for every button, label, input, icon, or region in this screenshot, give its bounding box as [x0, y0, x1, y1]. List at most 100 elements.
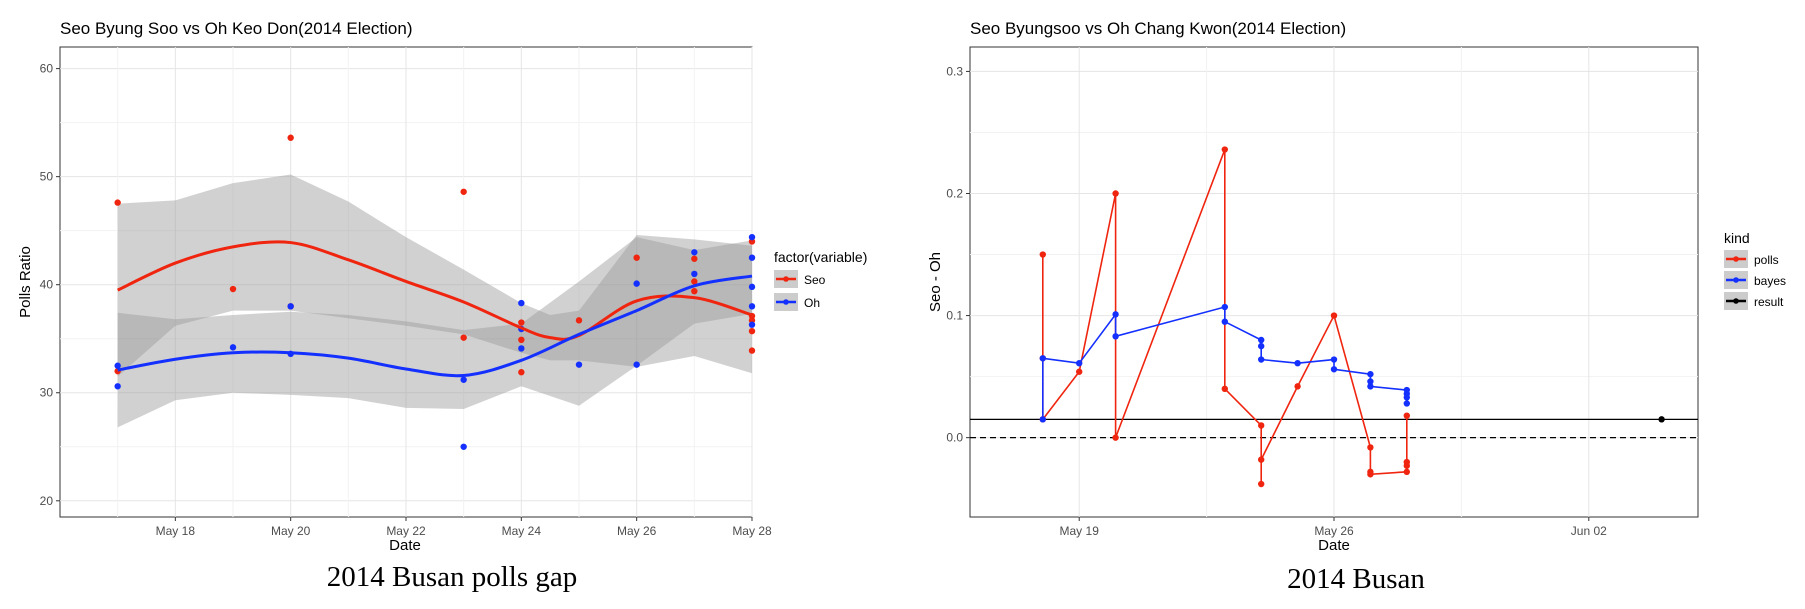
- x-tick-label: May 26: [1314, 524, 1354, 538]
- point-oh: [575, 361, 583, 368]
- point-seo: [748, 347, 756, 354]
- chart-right-x-axis-label: Date: [1318, 537, 1350, 554]
- point-bayes: [1221, 318, 1229, 325]
- point-seo: [518, 319, 525, 326]
- x-tick-label: May 22: [386, 524, 426, 538]
- caption-left: 2014 Busan polls gap: [327, 561, 578, 593]
- x-tick-label: May 24: [502, 524, 542, 538]
- point-polls: [1221, 146, 1229, 153]
- point-bayes: [1403, 400, 1411, 407]
- point-polls: [1294, 383, 1301, 390]
- point-bayes: [1258, 342, 1265, 350]
- point-seo: [748, 327, 756, 335]
- point-polls: [1258, 422, 1265, 429]
- point-bayes: [1367, 370, 1374, 378]
- point-seo: [229, 285, 237, 293]
- point-oh: [633, 280, 640, 287]
- point-oh: [460, 376, 467, 383]
- point-seo: [633, 254, 640, 261]
- point-polls: [1221, 385, 1229, 393]
- point-oh: [633, 361, 640, 368]
- legend-right-label-polls: polls: [1754, 253, 1779, 267]
- x-tick-label: May 28: [732, 524, 772, 538]
- point-oh: [748, 283, 756, 291]
- point-polls: [1330, 312, 1338, 319]
- point-seo: [691, 278, 698, 285]
- point-seo: [575, 317, 583, 324]
- chart-right-series-lines: [1042, 149, 1408, 485]
- point-polls: [1112, 434, 1119, 441]
- point-polls: [1403, 468, 1411, 476]
- caption-right: 2014 Busan: [1287, 563, 1425, 595]
- point-polls: [1076, 368, 1083, 375]
- y-tick-label: 0.1: [946, 309, 963, 323]
- point-seo: [691, 255, 698, 262]
- legend-left-label-oh: Oh: [804, 296, 820, 310]
- x-tick-label: May 18: [156, 524, 196, 538]
- chart-right-points: [1039, 146, 1665, 488]
- chart-right-y-ticks: 0.0 0.1 0.2 0.3: [946, 64, 970, 445]
- chart-right-grid: [970, 47, 1698, 517]
- legend-right-title: kind: [1724, 230, 1750, 246]
- chart-left-y-ticks: 20 30 40 50 60: [40, 62, 60, 508]
- legend-left-dot-oh: [783, 299, 789, 305]
- point-bayes: [1367, 378, 1374, 385]
- legend-right-label-result: result: [1754, 295, 1784, 309]
- point-seo: [518, 336, 525, 344]
- chart-left-x-axis-label: Date: [389, 537, 421, 554]
- point-polls: [1403, 458, 1411, 466]
- chart-right-title: Seo Byungsoo vs Oh Chang Kwon(2014 Elect…: [970, 19, 1346, 38]
- chart-left: Seo Byung Soo vs Oh Keo Don(2014 Electio…: [17, 19, 867, 593]
- x-tick-label: May 19: [1060, 524, 1100, 538]
- legend-left-dot-seo: [783, 276, 789, 282]
- confidence-band-oh: [117, 237, 752, 428]
- point-bayes: [1258, 356, 1265, 363]
- x-tick-label: May 26: [617, 524, 657, 538]
- legend-left-label-seo: Seo: [804, 273, 826, 287]
- y-tick-label: 0.3: [946, 64, 963, 78]
- point-bayes: [1112, 311, 1119, 318]
- point-oh: [287, 303, 294, 310]
- point-polls: [1258, 456, 1265, 463]
- y-tick-label: 30: [40, 386, 54, 400]
- chart-left-title: Seo Byung Soo vs Oh Keo Don(2014 Electio…: [60, 19, 413, 38]
- smooth-line-seo: [117, 240, 753, 341]
- point-oh: [114, 362, 121, 369]
- chart-left-legend: factor(variable) Seo Oh: [774, 249, 867, 311]
- chart-right-reference-lines: [970, 418, 1698, 439]
- point-result: [1658, 416, 1665, 423]
- chart-right-x-ticks: May 19 May 26 Jun 02: [1060, 517, 1607, 538]
- point-bayes: [1258, 336, 1265, 344]
- point-oh: [460, 443, 467, 450]
- chart-left-smooth-lines: [117, 240, 753, 378]
- point-bayes: [1112, 333, 1119, 340]
- y-tick-label: 50: [40, 170, 54, 184]
- legend-right-label-bayes: bayes: [1754, 274, 1786, 288]
- point-polls: [1367, 471, 1374, 478]
- point-seo: [460, 188, 467, 195]
- x-tick-label: Jun 02: [1571, 524, 1607, 538]
- point-bayes: [1330, 366, 1338, 373]
- legend-right-dot-result: [1733, 298, 1739, 304]
- y-tick-label: 40: [40, 278, 54, 292]
- point-bayes: [1039, 416, 1047, 423]
- smooth-line-oh: [117, 274, 753, 378]
- point-oh: [748, 321, 756, 328]
- point-seo: [460, 334, 467, 341]
- point-oh: [114, 383, 121, 390]
- point-seo: [691, 287, 698, 295]
- point-seo: [518, 369, 525, 376]
- point-oh: [748, 233, 756, 241]
- point-oh: [518, 299, 525, 307]
- point-bayes: [1221, 303, 1229, 311]
- point-bayes: [1039, 355, 1047, 362]
- point-oh: [229, 344, 237, 351]
- point-bayes: [1076, 359, 1083, 367]
- point-polls: [1258, 480, 1265, 488]
- point-oh: [748, 303, 756, 310]
- legend-right-dot-polls: [1733, 256, 1739, 262]
- chart-right-legend: kind polls bayes result: [1724, 230, 1786, 310]
- point-polls: [1039, 251, 1047, 258]
- point-oh: [691, 270, 698, 278]
